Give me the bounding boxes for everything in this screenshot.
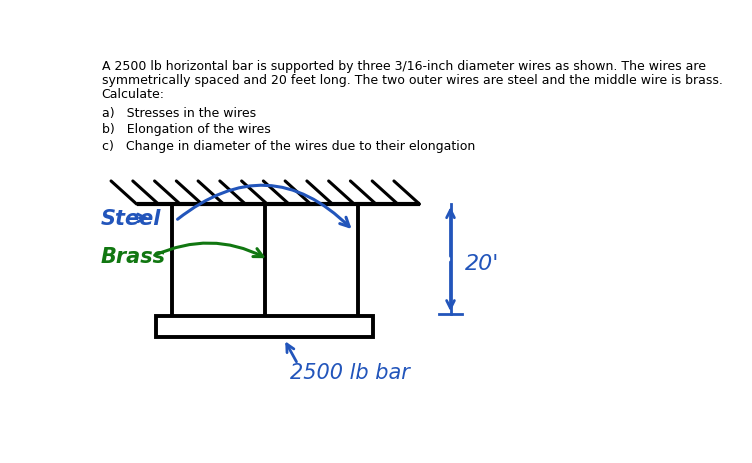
Text: A 2500 lb horizontal bar is supported by three 3/16-inch diameter wires as shown: A 2500 lb horizontal bar is supported by… (102, 60, 705, 73)
Text: c)   Change in diameter of the wires due to their elongation: c) Change in diameter of the wires due t… (102, 139, 475, 152)
Bar (156, 316, 373, 338)
Text: 20': 20' (465, 253, 499, 273)
Text: 2500 lb bar: 2500 lb bar (290, 362, 410, 382)
Text: Brass: Brass (100, 247, 165, 267)
Text: Calculate:: Calculate: (102, 88, 165, 101)
Text: a)   Stresses in the wires: a) Stresses in the wires (102, 107, 256, 120)
Text: b)   Elongation of the wires: b) Elongation of the wires (102, 123, 271, 136)
Text: symmetrically spaced and 20 feet long. The two outer wires are steel and the mid: symmetrically spaced and 20 feet long. T… (102, 74, 723, 87)
Text: Steel: Steel (100, 208, 161, 228)
